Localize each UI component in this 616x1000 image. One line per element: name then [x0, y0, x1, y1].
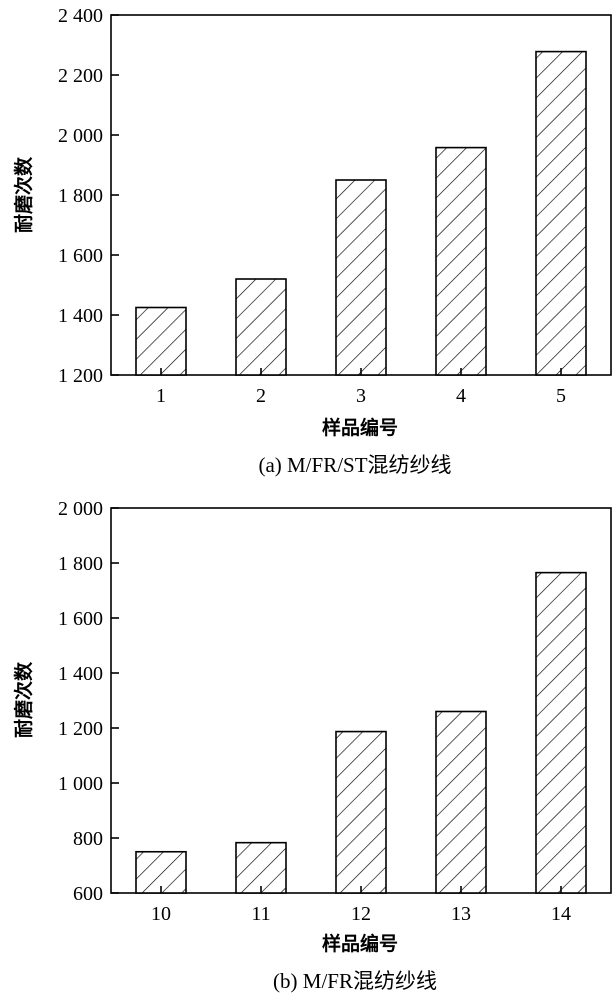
chart-a-xtick-label: 3: [356, 385, 366, 407]
chart-b-bar: [435, 710, 487, 894]
chart-b-bar: [535, 571, 587, 894]
chart-a-ytick-label: 1 400: [58, 305, 103, 327]
chart-a-bar: [335, 179, 387, 376]
chart-a-ytick-label: 2 400: [58, 5, 103, 27]
chart-b: 600 800 1 000 1 200 1 400 1 600 1 800 2 000 10 11…: [12, 500, 612, 993]
chart-a-ytick-label: 1 800: [58, 185, 103, 207]
chart-a-ytick-label: 1 200: [58, 365, 103, 387]
chart-a-bar: [535, 50, 587, 376]
chart-a-xtick-label: 5: [556, 385, 566, 407]
chart-a: 1 200 1 400 1 600 1 800 2 000 2 200 2 400 1 2 3 4 5…: [12, 5, 612, 477]
chart-b-xtick-label: 10: [151, 903, 171, 925]
chart-b-plot: 600 800 1 000 1 200 1 400 1 600 1 800 2 000 10 11…: [58, 500, 612, 925]
chart-a-bar: [435, 146, 487, 376]
chart-b-ytick-label: 1 200: [58, 718, 103, 740]
chart-b-ytick-label: 2 000: [58, 500, 103, 520]
chart-a-xlabel: 样品编号: [322, 416, 398, 439]
chart-a-xtick-label: 2: [256, 385, 266, 407]
chart-a-xtick-label: 4: [456, 385, 466, 407]
chart-a-caption: (a) M/FR/ST混纺纱线: [258, 453, 451, 477]
chart-b-ytick-label: 1 000: [58, 773, 103, 795]
chart-b-ytick-label: 1 400: [58, 663, 103, 685]
chart-a-ytick-label: 2 200: [58, 65, 103, 87]
chart-a-ytick-label: 2 000: [58, 125, 103, 147]
chart-b-ytick-label: 1 600: [58, 608, 103, 630]
chart-b-caption: (b) M/FR混纺纱线: [273, 969, 437, 993]
chart-a-plot: 1 200 1 400 1 600 1 800 2 000 2 200 2 400 1 2 3 4 5: [58, 5, 612, 407]
chart-b-xtick-label: 11: [251, 903, 270, 925]
chart-b-xlabel: 样品编号: [322, 932, 398, 955]
chart-b-ytick-label: 800: [73, 828, 103, 850]
chart-b-bar: [335, 730, 387, 894]
chart-b-ytick-label: 600: [73, 883, 103, 905]
chart-a-bar: [235, 278, 287, 376]
chart-a-ytick-label: 1 600: [58, 245, 103, 267]
chart-b-xtick-label: 14: [551, 903, 571, 925]
chart-b-xtick-label: 13: [451, 903, 471, 925]
chart-b-xtick-label: 12: [351, 903, 371, 925]
chart-b-ylabel: 耐磨次数: [12, 661, 35, 738]
chart-b-bar: [235, 841, 287, 894]
chart-a-xtick-label: 1: [156, 385, 166, 407]
chart-a-ylabel: 耐磨次数: [12, 156, 35, 233]
chart-a-bar: [135, 306, 187, 376]
chart-b-ytick-label: 1 800: [58, 553, 103, 575]
